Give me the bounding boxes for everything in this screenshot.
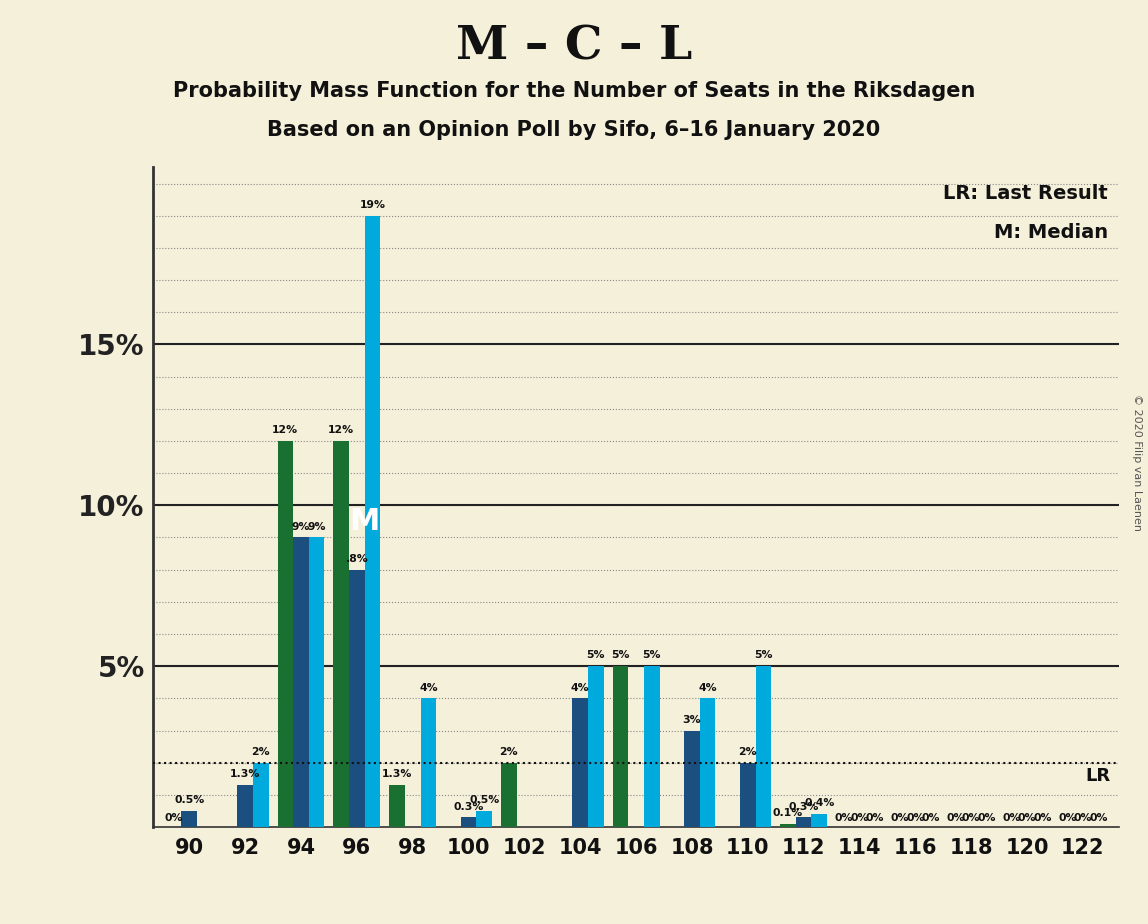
Text: 0%: 0% (851, 813, 869, 823)
Text: 0%: 0% (1033, 813, 1052, 823)
Text: 12%: 12% (272, 425, 298, 435)
Text: 2%: 2% (738, 747, 758, 757)
Text: 0.5%: 0.5% (470, 796, 499, 805)
Text: 0%: 0% (866, 813, 884, 823)
Text: 2%: 2% (499, 747, 518, 757)
Bar (588, 666, 604, 827)
Text: .8%: .8% (346, 553, 369, 564)
Bar (278, 441, 293, 827)
Bar (389, 785, 405, 827)
Bar (181, 811, 197, 827)
Text: 0%: 0% (922, 813, 940, 823)
Text: M – C – L: M – C – L (456, 23, 692, 69)
Text: 0%: 0% (1073, 813, 1092, 823)
Text: Probability Mass Function for the Number of Seats in the Riksdagen: Probability Mass Function for the Number… (173, 81, 975, 102)
Text: © 2020 Filip van Laenen: © 2020 Filip van Laenen (1132, 394, 1141, 530)
Text: 4%: 4% (419, 683, 437, 693)
Text: 5%: 5% (643, 650, 661, 661)
Text: 0.1%: 0.1% (773, 808, 804, 818)
Text: 2%: 2% (251, 747, 270, 757)
Bar (365, 215, 380, 827)
Text: 0%: 0% (978, 813, 996, 823)
Text: 9%: 9% (308, 522, 326, 531)
Text: 0%: 0% (164, 813, 183, 823)
Text: 3%: 3% (683, 715, 701, 724)
Bar (420, 699, 436, 827)
Text: 0.3%: 0.3% (789, 802, 819, 811)
Text: 0.5%: 0.5% (174, 796, 204, 805)
Bar (460, 818, 476, 827)
Bar (700, 699, 715, 827)
Text: 1.3%: 1.3% (230, 770, 261, 780)
Text: M: Median: M: Median (994, 223, 1108, 242)
Text: LR: Last Result: LR: Last Result (944, 184, 1108, 203)
Bar (333, 441, 349, 827)
Text: 0%: 0% (962, 813, 980, 823)
Text: 1.3%: 1.3% (382, 770, 412, 780)
Text: 4%: 4% (571, 683, 590, 693)
Text: 12%: 12% (328, 425, 355, 435)
Bar (812, 814, 827, 827)
Text: LR: LR (1086, 767, 1111, 784)
Bar (573, 699, 588, 827)
Text: 0%: 0% (946, 813, 964, 823)
Text: 19%: 19% (359, 200, 386, 210)
Text: 0%: 0% (891, 813, 909, 823)
Bar (684, 731, 700, 827)
Text: M: M (349, 507, 380, 536)
Bar (253, 762, 269, 827)
Bar (238, 785, 253, 827)
Text: 5%: 5% (754, 650, 773, 661)
Text: 4%: 4% (698, 683, 716, 693)
Bar (476, 811, 492, 827)
Text: Based on an Opinion Poll by Sifo, 6–16 January 2020: Based on an Opinion Poll by Sifo, 6–16 J… (267, 120, 881, 140)
Bar (501, 762, 517, 827)
Bar (644, 666, 660, 827)
Text: 0%: 0% (1018, 813, 1037, 823)
Text: 0%: 0% (1002, 813, 1021, 823)
Text: 0.4%: 0.4% (804, 798, 835, 808)
Bar (781, 824, 796, 827)
Bar (309, 538, 325, 827)
Text: 5%: 5% (611, 650, 630, 661)
Text: 0%: 0% (835, 813, 853, 823)
Bar (755, 666, 771, 827)
Text: 0%: 0% (1089, 813, 1108, 823)
Text: 9%: 9% (292, 522, 310, 531)
Bar (613, 666, 628, 827)
Text: 0%: 0% (1058, 813, 1077, 823)
Text: 5%: 5% (587, 650, 605, 661)
Bar (293, 538, 309, 827)
Bar (796, 818, 812, 827)
Text: 0.3%: 0.3% (453, 802, 483, 811)
Text: 0%: 0% (906, 813, 924, 823)
Bar (349, 570, 365, 827)
Bar (740, 762, 755, 827)
